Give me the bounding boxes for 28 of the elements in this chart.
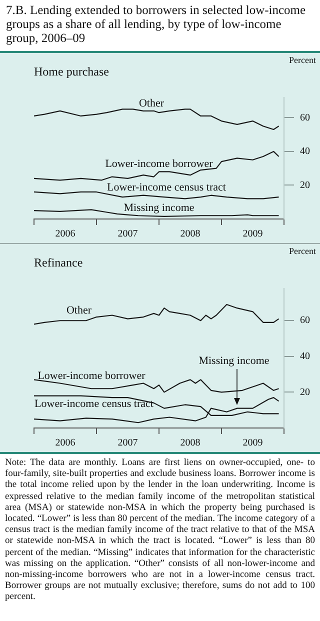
- series-label: Missing income: [124, 202, 194, 214]
- series-label: Lower-income borrower: [38, 370, 146, 382]
- series-label: Other: [66, 304, 92, 317]
- x-tick-label: 2009: [242, 438, 263, 449]
- text: Missing income: [198, 354, 270, 367]
- y-tick-label: 60: [300, 315, 310, 326]
- chart-subtitle: Refinance: [34, 255, 83, 270]
- x-tick-label: 2007: [118, 438, 138, 449]
- x-tick-label: 2009: [242, 228, 263, 240]
- y-axis-title: Percent: [289, 54, 316, 65]
- x-tick-label: 2008: [180, 438, 200, 449]
- y-tick-label: 40: [300, 351, 310, 362]
- chart-subtitle: Home purchase: [34, 64, 109, 78]
- series-label: Lower-income census tract: [107, 181, 226, 194]
- chart-title: 7.B. Lending extended to borrowers in selected low-income groups as a share of all lending, by type of low-income group, 2006–09: [0, 0, 320, 53]
- series-label: Other: [138, 97, 164, 110]
- x-tick-label: 2008: [180, 228, 200, 240]
- x-tick-label: 2006: [55, 438, 76, 449]
- y-axis-title: Percent: [289, 246, 316, 256]
- x-tick-label: 2006: [55, 228, 76, 240]
- y-tick-label: 40: [300, 146, 310, 158]
- y-tick-label: 60: [300, 112, 310, 124]
- y-tick-label: 20: [300, 180, 310, 191]
- x-tick-label: 2007: [118, 228, 138, 240]
- series-label: Lower-income borrower: [105, 158, 214, 170]
- y-tick-label: 20: [300, 386, 310, 398]
- series-label: Lower-income census tract: [34, 398, 154, 410]
- text: Note: The data are monthly. Loans are first liens on owner-occupied, one- to four-family, site-built properties and exclude business loans. Borrower income is the total income relied upon by the lender in the loan underwriting. Income is expressed relative to the median family income of the metropolitan statistical area (MSA) or statewide non-MSA in which the property being purchased is located. “Lower” is less than 80 percent of the median. The income category of a census tract is the median family income of the tract relative to that of the MSA or statewide non-MSA in which the tract is located. “Lower” is less than 80 percent of the median. “Missing” indicates that information for the characteristic was missing on the application. “Other” consists of all non-lower-income and non-missing-income borrowers who are not in a lower-income census tract. Borrower groups are not mutually exclusive; therefore, sums do not add to 100 percent.: [5, 458, 315, 602]
